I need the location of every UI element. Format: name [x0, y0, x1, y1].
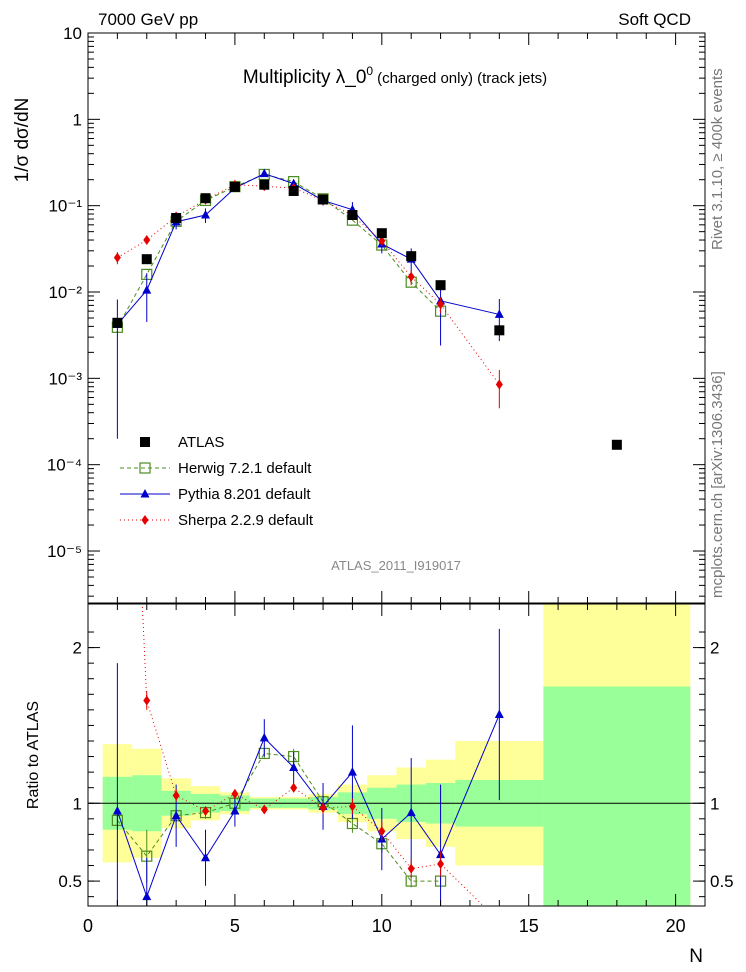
- side-label-bottom: mcplots.cern.ch [arXiv:1306.3436]: [709, 371, 726, 598]
- ratio-point-2: [319, 802, 327, 813]
- ratio-point-2: [172, 790, 180, 801]
- ratio-point-1: [347, 767, 357, 776]
- ratio-point-2: [260, 804, 268, 815]
- ratio-point-2: [290, 782, 298, 793]
- y-tick-label-bottom-right: 2: [710, 639, 719, 658]
- data-point-2: [494, 309, 504, 318]
- x-tick-label: 5: [230, 916, 240, 936]
- data-point-0: [494, 325, 505, 336]
- main-title-text: Multiplicity λ_0: [243, 67, 367, 88]
- ratio-point-2: [378, 826, 386, 837]
- ratio-point-1: [142, 891, 152, 901]
- x-tick-label: 15: [519, 916, 539, 936]
- ratio-point-1: [289, 762, 299, 771]
- main-title-subtext: (charged only) (track jets): [377, 70, 547, 87]
- legend-marker: [140, 489, 150, 498]
- data-point-0: [112, 317, 123, 328]
- main-title: Multiplicity λ_00 (charged only) (track j…: [243, 64, 547, 88]
- legend-label: Herwig 7.2.1 default: [178, 460, 312, 477]
- data-point-2: [289, 178, 299, 188]
- series-line-1: [116, 173, 441, 328]
- ratio-point-1: [171, 810, 181, 820]
- data-point-0: [347, 209, 358, 220]
- data-point-0: [141, 254, 152, 265]
- ratio-point-2: [202, 806, 210, 817]
- y-axis-label-top: 1/σ dσ/dN: [12, 98, 33, 183]
- data-point-0: [288, 185, 299, 196]
- ratio-point-2: [231, 788, 239, 799]
- data-point-0: [406, 251, 417, 262]
- data-point-0: [171, 212, 182, 223]
- ratio-point-2: [348, 801, 356, 812]
- data-point-3: [113, 252, 121, 263]
- x-tick-label: 0: [83, 916, 93, 936]
- data-point-0: [318, 194, 329, 205]
- legend-marker: [141, 515, 149, 525]
- legend-label: ATLAS: [178, 434, 224, 451]
- watermark: ATLAS_2011_I919017: [331, 558, 461, 573]
- main-title-superscript: 0: [366, 64, 373, 78]
- data-point-0: [229, 181, 240, 192]
- data-point-0: [200, 193, 211, 204]
- ratio-point-1: [406, 807, 416, 817]
- ratio-point-2: [437, 858, 445, 869]
- y-tick-label-top: 10⁻³: [48, 369, 82, 388]
- y-tick-label-bottom: 1: [73, 794, 82, 813]
- x-axis-label: N: [689, 946, 703, 967]
- y-axis-label-bottom: Ratio to ATLAS: [25, 701, 42, 809]
- data-point-0: [376, 228, 387, 239]
- ratio-panel: 0.5 0.51 12 20 5 10 15 20 Ratio to ATLAS N: [25, 603, 734, 967]
- y-tick-label-bottom-right: 1: [710, 794, 719, 813]
- data-point-3: [143, 235, 151, 246]
- data-point-2: [142, 285, 152, 294]
- x-tick-label: 10: [372, 916, 392, 936]
- legend-marker: [139, 462, 151, 474]
- y-tick-label-top: 10: [63, 24, 82, 43]
- y-tick-label-top: 10⁻⁴: [47, 456, 82, 475]
- data-point-0: [259, 179, 270, 190]
- legend-label: Pythia 8.201 default: [178, 486, 311, 503]
- data-point-0: [611, 439, 622, 450]
- data-point-3: [378, 235, 386, 246]
- header-right: Soft QCD: [618, 10, 691, 29]
- y-tick-label-bottom-right: 0.5: [710, 872, 734, 891]
- data-point-3: [437, 299, 445, 310]
- data-point-3: [495, 379, 503, 390]
- ratio-point-1: [201, 852, 211, 862]
- data-point-3: [407, 271, 415, 282]
- y-tick-label-bottom: 0.5: [58, 872, 82, 891]
- y-tick-label-top: 10⁻²: [48, 283, 82, 302]
- legend-label: Sherpa 2.2.9 default: [178, 512, 314, 529]
- data-point-2: [201, 209, 211, 219]
- y-tick-label-top: 1: [73, 110, 82, 129]
- data-point-2: [259, 168, 269, 178]
- header-left: 7000 GeV pp: [98, 10, 198, 29]
- ratio-point-2: [143, 695, 151, 706]
- x-tick-label: 20: [666, 916, 686, 936]
- y-tick-label-top: 10⁻¹: [48, 197, 82, 216]
- ratio-point-1: [259, 732, 269, 742]
- y-tick-label-bottom: 2: [73, 639, 82, 658]
- legend-marker: [140, 437, 150, 447]
- uncertainty-band-inner: [543, 686, 691, 906]
- y-tick-label-top: 10⁻⁵: [47, 542, 82, 561]
- legend: ATLAS Herwig 7.2.1 default Pythia 8.201 de…: [120, 434, 314, 529]
- ratio-point-2: [407, 863, 415, 874]
- main-panel: 10 1 10⁻¹ 10⁻² 10⁻³ 10⁻⁴ 10⁻⁵ Multiplicity λ_0…: [12, 24, 706, 604]
- ratio-point-1: [494, 709, 504, 719]
- ratio-point-1: [230, 806, 240, 815]
- ratio-line-0: [116, 752, 441, 882]
- ratio-panel-frame: [87, 603, 706, 907]
- ratio-point-1: [112, 806, 122, 815]
- side-label-top: Rivet 3.1.10, ≥ 400k events: [709, 68, 726, 250]
- data-point-0: [435, 280, 446, 291]
